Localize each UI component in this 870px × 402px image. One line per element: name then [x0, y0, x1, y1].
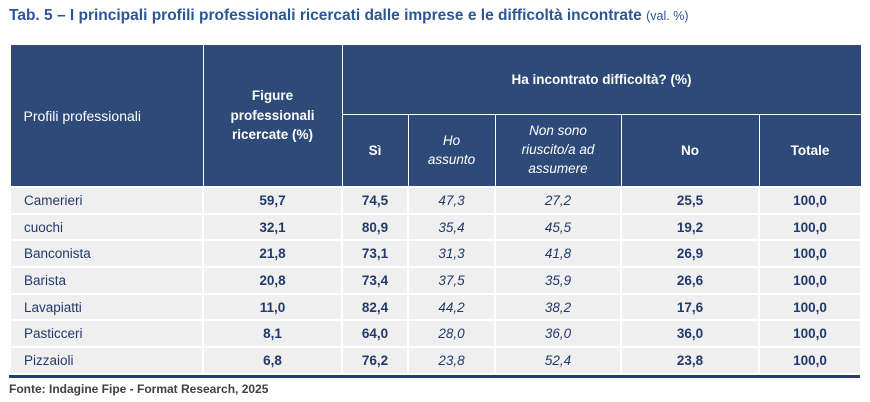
non-riuscito-cell: 38,2: [494, 292, 622, 322]
non-riuscito-cell: 36,0: [494, 319, 622, 349]
totale-cell: 100,0: [757, 239, 863, 269]
totale-cell: 100,0: [757, 266, 863, 295]
si-cell: 82,4: [341, 292, 409, 322]
profiles-table: Profili professionali Figure professiona…: [9, 44, 863, 375]
column-header-figure-ricercate: Figure professionali ricercate (%): [202, 44, 343, 188]
profile-name-cell: Pasticceri: [9, 319, 204, 349]
table-row: Pasticceri 8,1 64,0 28,0 36,0 36,0 100,0: [9, 319, 863, 349]
totale-cell: 100,0: [757, 186, 863, 215]
column-header-si: Sì: [341, 114, 409, 188]
ho-assunto-cell: 35,4: [407, 212, 496, 242]
column-header-no: No: [620, 114, 760, 188]
no-cell: 26,9: [620, 239, 760, 269]
si-cell: 73,1: [341, 239, 409, 269]
profile-name-cell: Banconista: [9, 239, 204, 269]
totale-cell: 100,0: [757, 292, 863, 322]
profile-name-cell: Barista: [9, 266, 204, 295]
table-row: Banconista 21,8 73,1 31,3 41,8 26,9 100,…: [9, 239, 863, 269]
table-title-unit: (val. %): [646, 9, 689, 23]
totale-cell: 100,0: [757, 346, 863, 375]
table-header: Profili professionali Figure professiona…: [9, 44, 862, 188]
profile-name-cell: Camerieri: [9, 186, 204, 215]
table-body: Camerieri 59,7 74,5 47,3 27,2 25,5 100,0…: [9, 186, 863, 375]
no-cell: 23,8: [620, 346, 760, 375]
no-cell: 17,6: [620, 292, 760, 322]
no-cell: 26,6: [620, 266, 760, 295]
ho-assunto-cell: 47,3: [407, 186, 496, 215]
si-cell: 80,9: [341, 212, 409, 242]
figure-ricercate-cell: 32,1: [202, 212, 343, 242]
non-riuscito-cell: 41,8: [494, 239, 622, 269]
column-header-profili-professionali: Profili professionali: [9, 44, 204, 188]
non-riuscito-cell: 52,4: [494, 346, 622, 375]
column-group-header-difficolta: Ha incontrato difficoltà? (%): [341, 44, 862, 115]
table-title: Tab. 5 – I principali profili profession…: [9, 7, 861, 25]
ho-assunto-cell: 44,2: [407, 292, 496, 322]
no-cell: 36,0: [620, 319, 760, 349]
ho-assunto-cell: 23,8: [407, 346, 496, 375]
profile-name-cell: cuochi: [9, 212, 204, 242]
column-header-totale: Totale: [758, 114, 862, 188]
table-title-text: Tab. 5 – I principali profili profession…: [9, 7, 642, 24]
ho-assunto-cell: 31,3: [407, 239, 496, 269]
header-row-top: Profili professionali Figure professiona…: [9, 44, 862, 188]
ho-assunto-cell: 28,0: [407, 319, 496, 349]
si-cell: 73,4: [341, 266, 409, 295]
figure-ricercate-cell: 21,8: [202, 239, 343, 269]
column-header-ho-assunto: Ho assunto: [407, 114, 496, 188]
figure-ricercate-cell: 8,1: [202, 319, 343, 349]
totale-cell: 100,0: [757, 212, 863, 242]
figure-ricercate-cell: 20,8: [202, 266, 343, 295]
si-cell: 64,0: [341, 319, 409, 349]
totale-cell: 100,0: [757, 319, 863, 349]
non-riuscito-cell: 27,2: [494, 186, 622, 215]
table-row: Camerieri 59,7 74,5 47,3 27,2 25,5 100,0: [9, 186, 863, 215]
figure-ricercate-cell: 11,0: [202, 292, 343, 322]
profile-name-cell: Lavapiatti: [9, 292, 204, 322]
header-row-sub: Sì Ho assunto Non sono riuscito/a ad ass…: [10, 114, 862, 188]
table-row: Pizzaioli 6,8 76,2 23,8 52,4 23,8 100,0: [9, 346, 863, 375]
si-cell: 74,5: [341, 186, 409, 215]
table-row: Lavapiatti 11,0 82,4 44,2 38,2 17,6 100,…: [9, 292, 863, 322]
table-container: Profili professionali Figure professiona…: [9, 44, 863, 378]
si-cell: 76,2: [341, 346, 409, 375]
profile-name-cell: Pizzaioli: [9, 346, 204, 375]
figure-ricercate-cell: 6,8: [202, 346, 343, 375]
figure-ricercate-cell: 59,7: [202, 186, 343, 215]
no-cell: 19,2: [620, 212, 760, 242]
table-row: cuochi 32,1 80,9 35,4 45,5 19,2 100,0: [9, 212, 863, 242]
ho-assunto-cell: 37,5: [407, 266, 496, 295]
no-cell: 25,5: [620, 186, 760, 215]
column-header-non-riuscito: Non sono riuscito/a ad assumere: [494, 114, 622, 188]
source-note: Fonte: Indagine Fipe - Format Research, …: [9, 382, 269, 396]
non-riuscito-cell: 35,9: [494, 266, 622, 295]
non-riuscito-cell: 45,5: [494, 212, 622, 242]
table-row: Barista 20,8 73,4 37,5 35,9 26,6 100,0: [9, 266, 863, 295]
